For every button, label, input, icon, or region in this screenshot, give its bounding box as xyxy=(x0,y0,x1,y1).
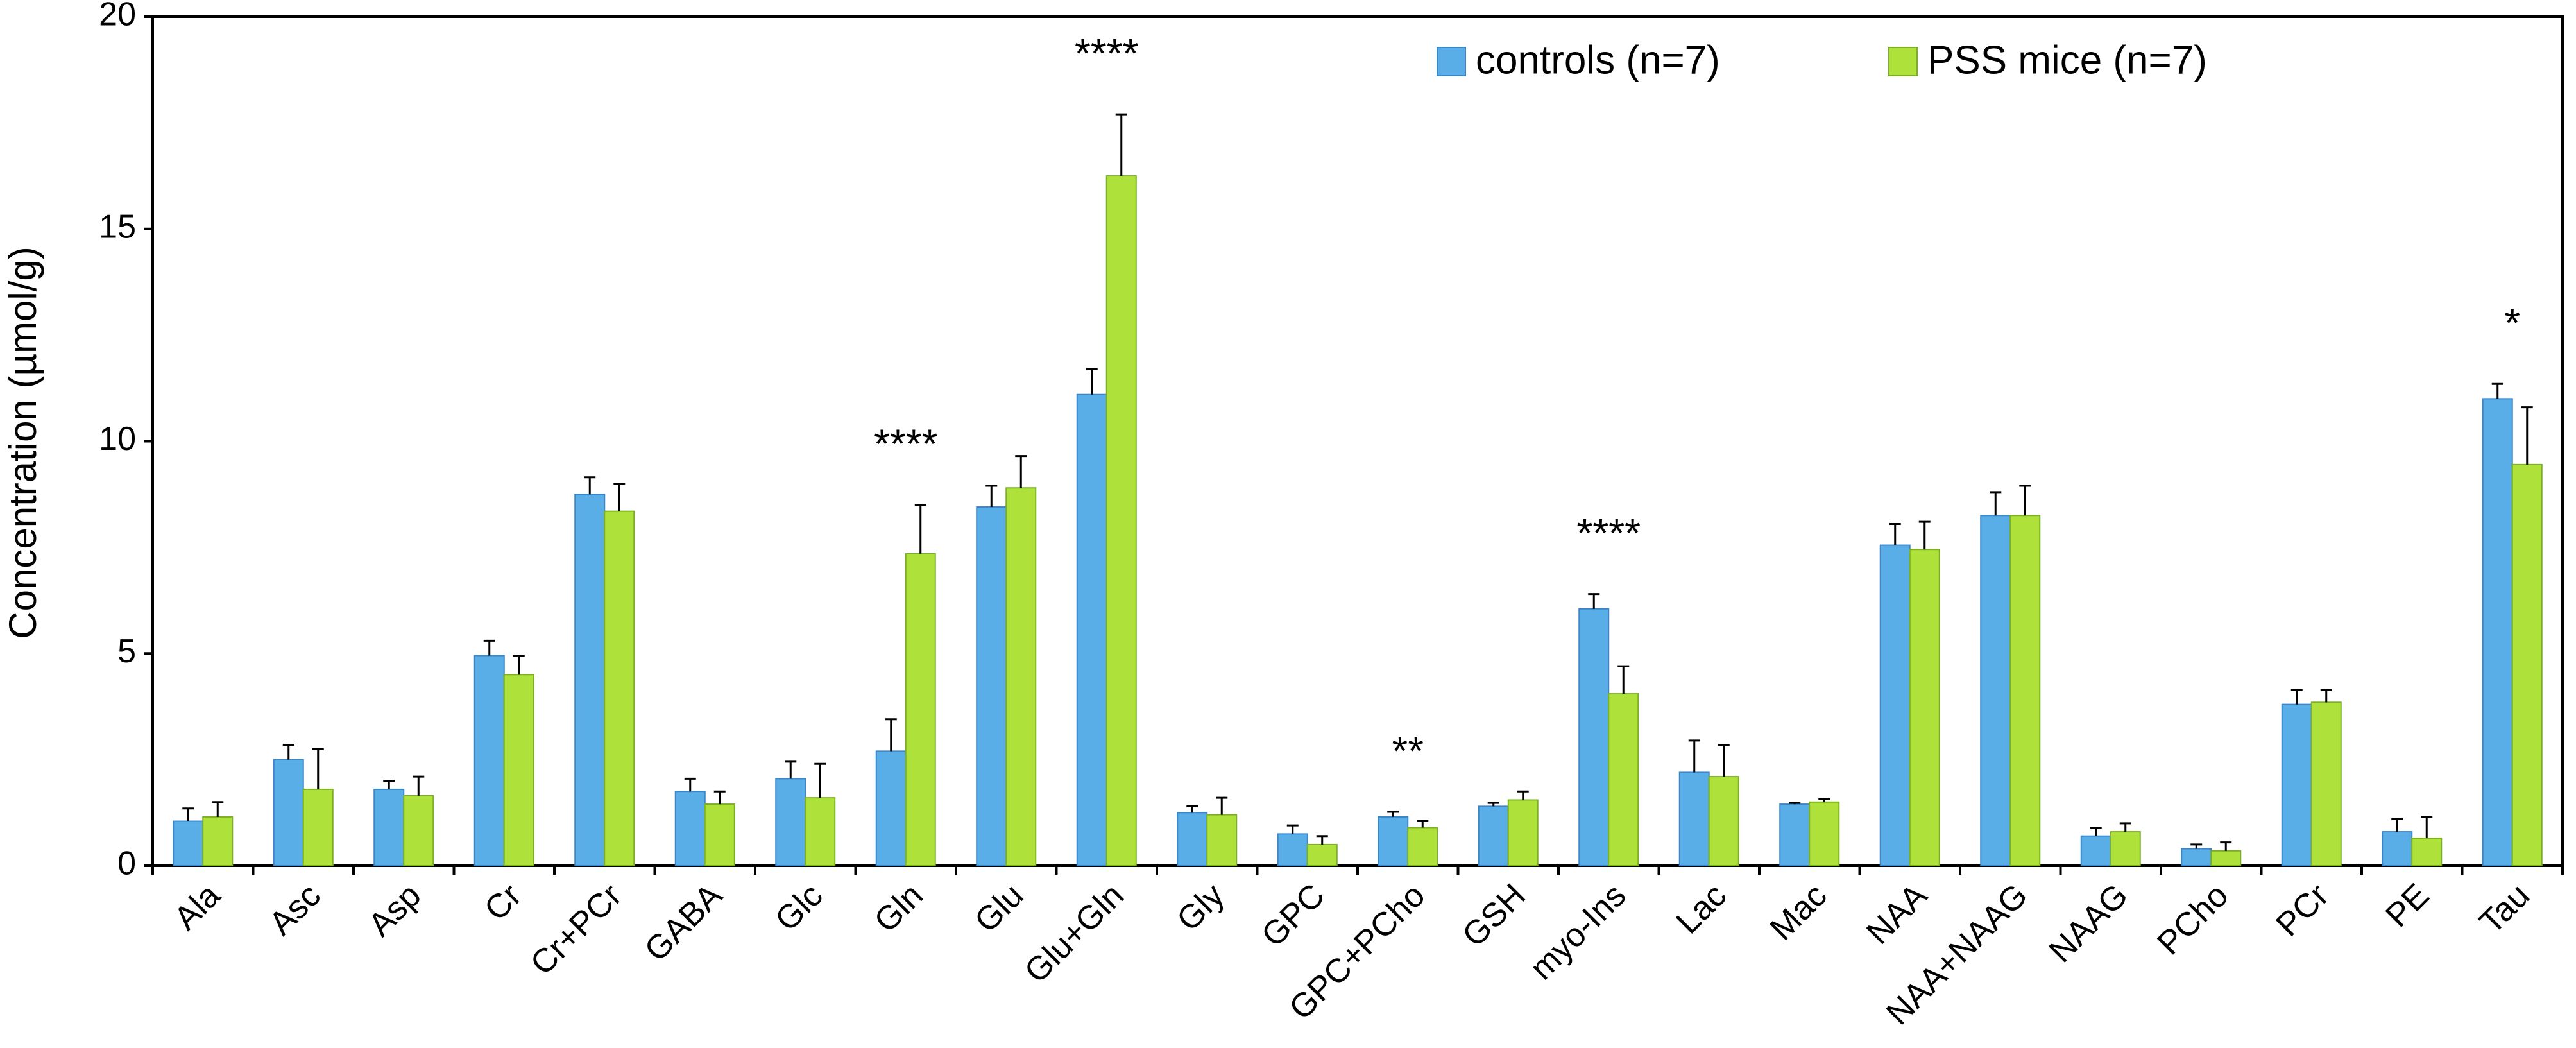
bar xyxy=(2181,848,2212,867)
bar xyxy=(1478,805,1509,867)
significance-label: * xyxy=(2504,300,2520,346)
bar xyxy=(2382,831,2413,866)
bar xyxy=(1809,801,1840,867)
x-tick-label: Asp xyxy=(361,877,428,943)
bar xyxy=(1105,175,1137,866)
x-tick-label: Gln xyxy=(867,877,930,940)
bar xyxy=(1407,827,1438,866)
x-tick-label: GPC xyxy=(1254,877,1332,954)
x-tick-label: Glc xyxy=(768,877,830,938)
y-tick-label: 20 xyxy=(99,0,136,33)
bar xyxy=(2009,515,2041,866)
bar xyxy=(1277,833,1308,866)
significance-label: **** xyxy=(874,421,938,467)
significance-label: ** xyxy=(1392,728,1424,774)
x-tick-label: GABA xyxy=(638,877,729,968)
bar xyxy=(273,759,304,866)
bar xyxy=(473,655,505,866)
bar xyxy=(403,795,434,867)
bar xyxy=(202,816,234,866)
x-tick-label: Mac xyxy=(1763,877,1834,947)
bar xyxy=(1608,693,1639,867)
x-tick-label: Gly xyxy=(1170,877,1231,938)
bar xyxy=(674,791,706,867)
bar xyxy=(1708,776,1739,866)
y-axis-label: Concentration (µmol/g) xyxy=(1,246,44,639)
bar xyxy=(574,494,606,866)
bar xyxy=(875,750,907,867)
bar xyxy=(805,797,836,867)
bar xyxy=(905,553,936,866)
legend-label: PSS mice (n=7) xyxy=(1927,38,2207,82)
x-tick-label: Ala xyxy=(167,877,227,937)
bar xyxy=(1206,814,1238,866)
bar xyxy=(2511,463,2543,866)
bar xyxy=(2210,850,2242,867)
bar xyxy=(1076,393,1107,866)
y-tick-label: 15 xyxy=(99,208,136,245)
x-tick-label: NAAG xyxy=(2042,877,2135,970)
bar xyxy=(1879,544,1911,866)
y-tick-label: 0 xyxy=(117,845,136,882)
legend-label: controls (n=7) xyxy=(1476,38,1720,82)
y-tick-label: 5 xyxy=(117,633,136,670)
bar xyxy=(1578,608,1610,866)
x-tick-label: GSH xyxy=(1455,877,1533,954)
bar xyxy=(302,788,334,867)
x-tick-label: Glu+Gln xyxy=(1018,877,1131,990)
bar xyxy=(1306,843,1338,867)
bar xyxy=(775,778,806,866)
bar xyxy=(503,674,534,866)
x-tick-label: Cr+PCr xyxy=(524,877,629,983)
legend-swatch xyxy=(1437,47,1466,76)
bar xyxy=(1378,816,1409,866)
x-tick-label: NAA xyxy=(1859,877,1934,952)
x-tick-label: PCho xyxy=(2150,877,2235,962)
bar xyxy=(1005,487,1037,866)
bar xyxy=(2411,838,2443,866)
x-tick-label: PE xyxy=(2378,877,2436,934)
significance-label: **** xyxy=(1075,30,1139,76)
bar xyxy=(976,506,1007,866)
bar xyxy=(2482,398,2513,866)
bar xyxy=(604,510,635,866)
x-tick-label: Asc xyxy=(262,877,328,942)
bar xyxy=(373,788,405,867)
x-tick-label: Tau xyxy=(2473,877,2537,941)
bar xyxy=(2281,703,2312,866)
x-tick-label: Lac xyxy=(1669,877,1734,941)
x-tick-label: PCr xyxy=(2269,877,2336,943)
bar xyxy=(704,803,735,867)
y-tick-label: 10 xyxy=(99,420,136,458)
bar xyxy=(1177,812,1208,866)
bar xyxy=(1678,771,1710,866)
bar xyxy=(1980,515,2011,866)
x-tick-label: myo-Ins xyxy=(1523,877,1633,987)
bar xyxy=(1507,799,1539,867)
bar xyxy=(2310,701,2342,867)
bar xyxy=(2080,835,2111,866)
bar xyxy=(1779,803,1811,867)
significance-label: **** xyxy=(1576,510,1641,556)
x-tick-label: Glu xyxy=(968,877,1030,940)
bar xyxy=(1909,549,1940,866)
legend-swatch xyxy=(1888,47,1918,76)
bar xyxy=(173,820,204,866)
x-tick-label: Cr xyxy=(477,877,529,928)
bar xyxy=(2110,831,2141,866)
